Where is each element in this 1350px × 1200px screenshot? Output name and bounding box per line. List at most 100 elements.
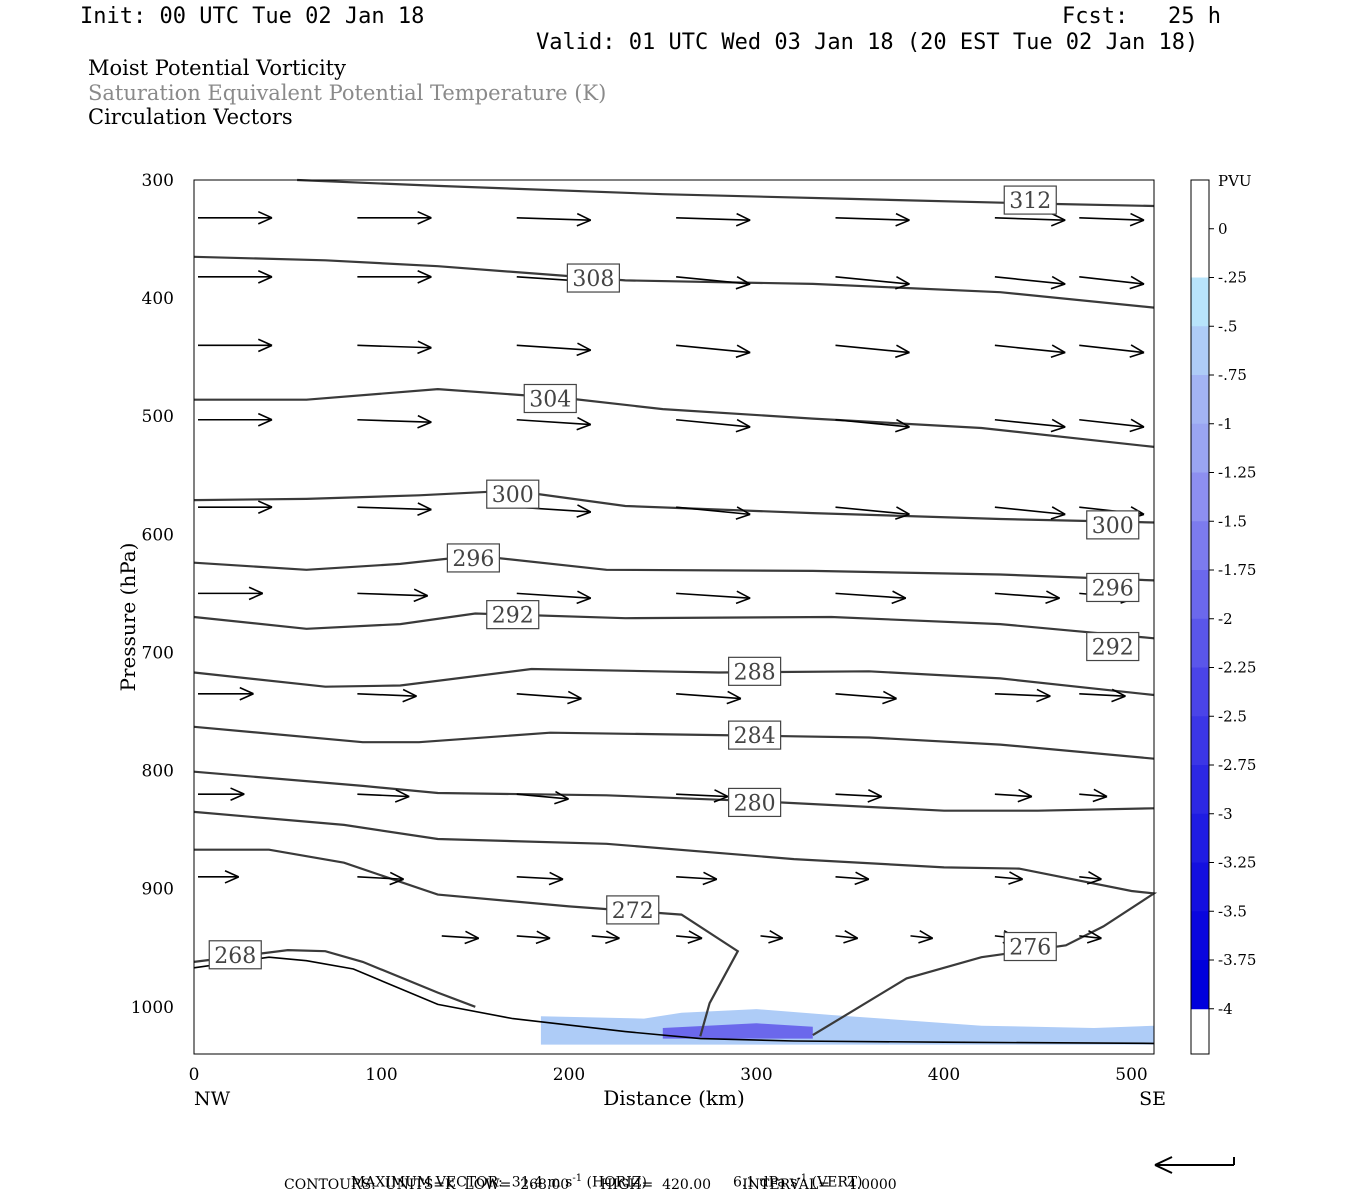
max-vector-info: MAXIMUM VECTOR: 31.4 m s-1 (HORIZ) 6.1 dP… (342, 1157, 863, 1191)
vector-head (735, 283, 751, 290)
vector-head (417, 508, 432, 516)
init-time: Init: 00 UTC Tue 02 Jan 18 (80, 4, 425, 29)
colorbar-swatch (1191, 813, 1209, 863)
vector-head (402, 688, 417, 697)
x-endpoint-nw: NW (194, 1088, 231, 1110)
vector-arrow (994, 212, 1066, 227)
vector-arrow (516, 690, 582, 705)
vector-head (867, 795, 883, 803)
colorbar-label: -1 (1218, 415, 1233, 433)
vector-head (703, 871, 718, 880)
vector-shaft (676, 793, 728, 798)
vector-shaft (1079, 216, 1145, 221)
vector-shaft (1079, 692, 1126, 697)
contour-label-text: 288 (734, 660, 776, 685)
vector-head (735, 513, 751, 520)
vector-shaft (1079, 935, 1102, 940)
vector-shaft (1079, 418, 1145, 428)
contour-label-box (566, 263, 620, 293)
colorbar-label: -3.75 (1218, 951, 1256, 969)
vector-arrow (516, 930, 551, 945)
vector-shaft (994, 506, 1066, 516)
vector-shaft (676, 876, 717, 881)
contour-label-300: 300 (486, 479, 540, 509)
vector-head (736, 506, 751, 516)
x-tick-label: 0 (189, 1065, 200, 1085)
vector-shaft (1079, 876, 1102, 881)
vector-head (735, 351, 751, 359)
vector-head (1050, 351, 1066, 359)
vector-head (413, 595, 428, 603)
vector-head (1111, 695, 1126, 703)
x-tick-label: 200 (553, 1065, 585, 1085)
vector-shaft (835, 876, 869, 881)
vector-head (417, 210, 432, 219)
contour-288-9 (193, 667, 1155, 697)
vector-head (417, 276, 432, 284)
vector-head (1050, 513, 1066, 520)
vector-head (389, 878, 404, 886)
vector-head (576, 511, 592, 518)
vector-shaft (994, 344, 1066, 354)
colorbar-swatch (1191, 472, 1209, 522)
vector-head (417, 414, 432, 423)
contour-label-272: 272 (606, 895, 660, 925)
vector-head (1036, 695, 1051, 703)
vector-shaft (441, 935, 479, 940)
vector-arrow (357, 210, 432, 225)
vector-head (896, 418, 910, 428)
colorbar-swatch (1191, 228, 1209, 278)
contour-label-text: 300 (1092, 514, 1134, 539)
contour-label-280: 280 (728, 787, 782, 818)
vector-arrow (676, 871, 718, 886)
vector-arrow (676, 590, 751, 605)
vector-arrow (1079, 788, 1108, 803)
contour-label-text: 276 (1009, 936, 1051, 961)
terrain-line (193, 956, 1155, 1045)
vector-head (1130, 275, 1145, 285)
vector-head (257, 338, 273, 347)
contour-label-box (1086, 572, 1140, 603)
vector-head (854, 878, 870, 886)
colorbar-swatch (1191, 180, 1209, 230)
vector-head (1009, 871, 1024, 880)
vector-head (605, 930, 620, 939)
vector-head (577, 342, 592, 351)
vector-head (735, 426, 751, 433)
vector-arrow (676, 690, 742, 705)
colorbar-label: -1.75 (1218, 561, 1256, 579)
colorbar-swatch (1191, 423, 1209, 473)
reference-vector-arrow-icon (1154, 1156, 1235, 1174)
vector-shaft (994, 876, 1023, 881)
vector-arrow (835, 344, 910, 359)
contour-label-300: 300 (1086, 510, 1140, 540)
vector-head (417, 217, 432, 225)
contour-label-284: 284 (728, 720, 782, 750)
vector-head (576, 349, 592, 357)
vector-head (230, 793, 245, 802)
field-title-mpv: Moist Potential Vorticity (88, 56, 346, 80)
vector-head (417, 502, 432, 511)
vector-head (1092, 795, 1108, 803)
vector-arrow (516, 212, 592, 227)
vector-arrow (198, 338, 273, 353)
contour-284-10 (193, 725, 1155, 760)
vector-shaft (516, 876, 564, 881)
vector-shaft (676, 418, 751, 428)
colorbar-swatch (1191, 618, 1209, 668)
colorbar-swatch (1191, 765, 1209, 815)
vector-shaft (676, 276, 751, 285)
vector-arrow (835, 789, 883, 803)
vector-shaft (835, 216, 910, 221)
vector-head (1008, 878, 1023, 885)
vector-arrow (994, 871, 1024, 885)
vector-head (1036, 688, 1051, 697)
x-tick-label: 100 (365, 1065, 397, 1085)
vector-shaft (676, 506, 751, 516)
vector-arrow (994, 418, 1066, 433)
y-tick-label: 900 (142, 880, 174, 900)
contour-label-box (1086, 631, 1140, 662)
vector-arrow (835, 506, 910, 520)
vector-head (567, 697, 582, 705)
